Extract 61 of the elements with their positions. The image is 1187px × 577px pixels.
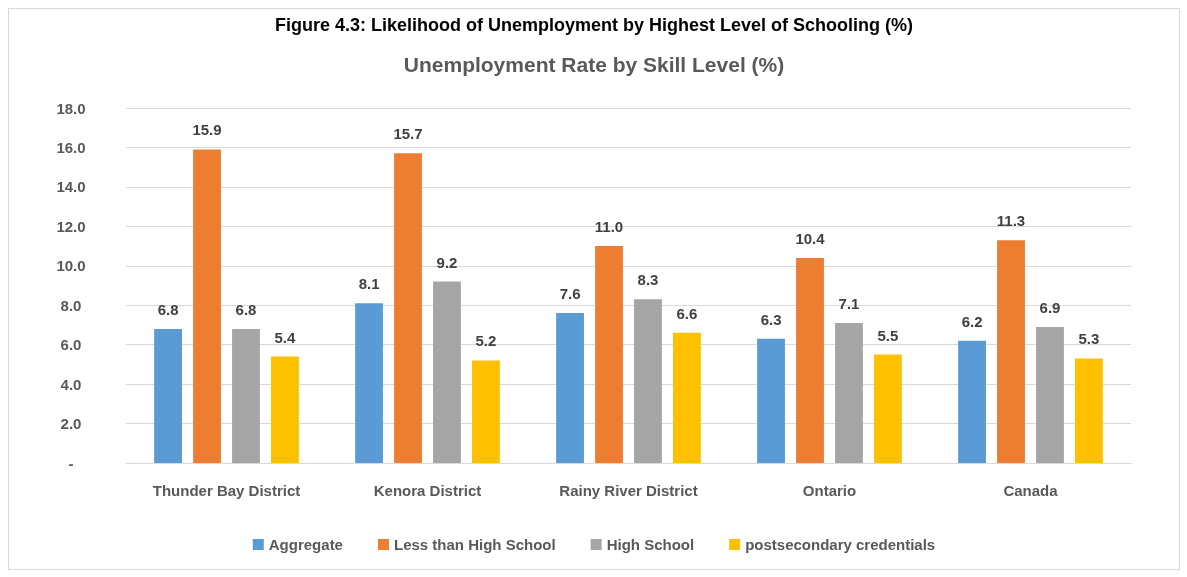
data-label: 9.2 [436,253,458,271]
bar [835,322,863,463]
y-tick-label: 2.0 [60,415,82,433]
data-label: 10.4 [795,229,826,247]
data-label: 6.3 [760,310,782,328]
data-label: 8.1 [358,275,380,293]
data-label: 6.2 [961,312,983,330]
data-label: 6.6 [676,304,698,322]
bar [958,340,986,463]
bar [271,356,299,463]
y-tick-label: 14.0 [56,178,86,196]
x-tick-label: Ontario [802,482,857,499]
y-tick-label: - [68,454,74,472]
bar [193,149,221,463]
data-label: 7.6 [559,285,581,303]
chart-subtitle: Unemployment Rate by Skill Level (%) [403,53,785,76]
data-label: 15.9 [192,121,222,139]
y-tick-label: 8.0 [60,296,82,314]
data-label: 5.4 [274,328,297,346]
bar [673,332,701,463]
x-tick-label: Rainy River District [559,482,698,499]
data-label: 11.0 [594,218,624,236]
bar [394,153,422,463]
y-tick-label: 4.0 [60,375,82,393]
data-label: 11.3 [996,212,1026,230]
chart-title: Figure 4.3: Likelihood of Unemployment by Highest Level of Schooling (%) [274,15,914,35]
bar [757,338,785,463]
y-tick-label: 18.0 [56,99,86,117]
data-label: 5.2 [475,332,497,350]
bar [232,328,260,463]
bar [355,303,383,463]
y-tick-label: 16.0 [56,138,86,156]
x-tick-label: Canada [1003,482,1059,499]
bar [556,313,584,463]
data-label: 5.3 [1078,330,1100,348]
x-tick-label: Kenora District [373,482,482,499]
y-tick-label: 12.0 [56,217,86,235]
data-label: 5.5 [877,326,899,344]
data-label: 7.1 [838,294,860,312]
bar [1036,326,1064,463]
legend-label: High School [606,536,695,553]
data-label: 6.8 [235,300,257,318]
legend-label: Less than High School [393,536,556,553]
bar [595,246,623,463]
bar [634,299,662,463]
bar [874,354,902,463]
bar [433,281,461,463]
data-label: 15.7 [393,125,423,143]
bar [997,240,1025,463]
bar [472,360,500,463]
bar [154,328,182,463]
data-label: 6.9 [1039,298,1061,316]
data-label: 8.3 [637,271,659,289]
legend-label: Aggregate [268,536,343,553]
y-tick-label: 6.0 [60,336,82,354]
y-tick-label: 10.0 [56,257,86,275]
bar [1075,358,1103,463]
bar [796,257,824,463]
data-label: 6.8 [157,300,179,318]
legend-label: postsecondary credentials [745,536,936,553]
x-tick-label: Thunder Bay District [152,482,301,499]
